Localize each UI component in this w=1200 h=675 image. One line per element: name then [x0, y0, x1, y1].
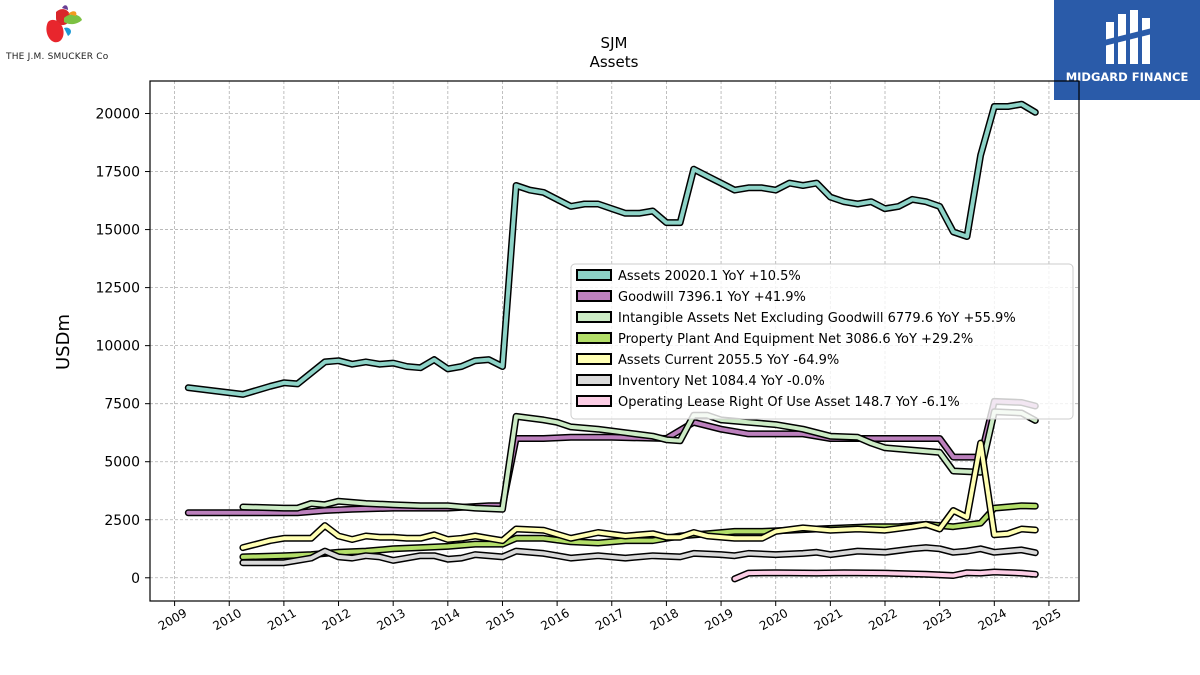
x-tick-label: 2020	[757, 606, 790, 633]
series-4-group	[239, 439, 1039, 552]
x-tick-label: 2021	[812, 606, 845, 633]
smucker-wordmark: THE J.M. SMUCKER Co	[6, 52, 109, 62]
legend-box	[570, 263, 1074, 420]
series-2-group	[239, 408, 1039, 513]
legend-label: Assets Current 2055.5 YoY -64.9%	[618, 353, 839, 368]
legend-label: Inventory Net 1084.4 YoY -0.0%	[618, 374, 825, 389]
legend-label: Intangible Assets Net Excluding Goodwill…	[618, 311, 1016, 326]
legend-swatch	[576, 269, 612, 281]
series-line	[732, 570, 1038, 581]
y-tick-label: 5000	[104, 455, 140, 471]
y-tick-label: 20000	[95, 107, 140, 123]
legend-label: Operating Lease Right Of Use Asset 148.7…	[618, 395, 960, 410]
y-axis-label: USDm	[53, 314, 74, 370]
y-axis-ticks: 0 2500 5000 7500 10000 12500 15000 17500 20000	[95, 107, 150, 587]
y-tick-label: 7500	[104, 397, 140, 413]
x-tick-label: 2010	[211, 606, 244, 633]
x-tick-label: 2012	[320, 606, 353, 633]
series-6-group	[731, 568, 1039, 583]
series-outline	[239, 408, 1039, 513]
legend-label: Goodwill 7396.1 YoY +41.9%	[618, 290, 806, 305]
midgard-emblem-icon	[1104, 10, 1152, 64]
midgard-wordmark: MIDGARD FINANCE	[1065, 70, 1189, 84]
series-5-group	[239, 544, 1039, 567]
legend-swatch	[576, 290, 612, 302]
legend-swatch	[576, 332, 612, 344]
x-tick-label: 2022	[866, 606, 899, 633]
midgard-finance-logo: MIDGARD FINANCE	[1054, 0, 1200, 100]
series-line	[186, 102, 1038, 397]
x-tick-label: 2023	[921, 606, 954, 633]
legend-swatch	[576, 395, 612, 407]
series-line	[240, 409, 1038, 512]
series-lines	[184, 100, 1039, 583]
series-line	[240, 545, 1038, 565]
legend: Assets 20020.1 YoY +10.5% Goodwill 7396.1…	[570, 263, 1074, 420]
series-0-group	[184, 100, 1039, 398]
x-tick-label: 2011	[265, 606, 298, 633]
legend-swatch	[576, 353, 612, 365]
x-tick-label: 2009	[156, 606, 189, 633]
legend-label: Property Plant And Equipment Net 3086.6 …	[618, 332, 973, 347]
x-tick-label: 2025	[1030, 606, 1063, 633]
x-axis-ticks: 2009 2010 2011 2012 2013 2014 2015 2016 2017 2018…	[156, 601, 1064, 633]
y-tick-label: 17500	[95, 165, 140, 181]
y-tick-label: 0	[131, 571, 140, 587]
chart-subtitle: Assets	[590, 53, 639, 71]
legend-swatch	[576, 311, 612, 323]
x-tick-label: 2019	[702, 606, 735, 633]
y-tick-label: 2500	[104, 513, 140, 529]
x-tick-label: 2015	[484, 606, 517, 633]
smucker-logo: THE J.M. SMUCKER Co	[4, 4, 120, 66]
chart-title: SJM	[601, 34, 628, 52]
series-outline	[239, 439, 1039, 552]
y-tick-label: 15000	[95, 223, 140, 239]
x-tick-label: 2024	[976, 606, 1009, 633]
x-tick-label: 2016	[538, 606, 571, 633]
plot-frame	[149, 80, 1080, 602]
legend-swatch	[576, 374, 612, 386]
legend-label: Assets 20020.1 YoY +10.5%	[618, 269, 801, 284]
x-tick-label: 2014	[429, 606, 462, 633]
fruit-logo-icon	[46, 5, 82, 43]
y-tick-label: 12500	[95, 281, 140, 297]
x-tick-label: 2017	[593, 606, 626, 633]
y-tick-label: 10000	[95, 339, 140, 355]
series-line	[240, 441, 1038, 550]
x-tick-label: 2018	[648, 606, 681, 633]
x-tick-label: 2013	[374, 606, 407, 633]
